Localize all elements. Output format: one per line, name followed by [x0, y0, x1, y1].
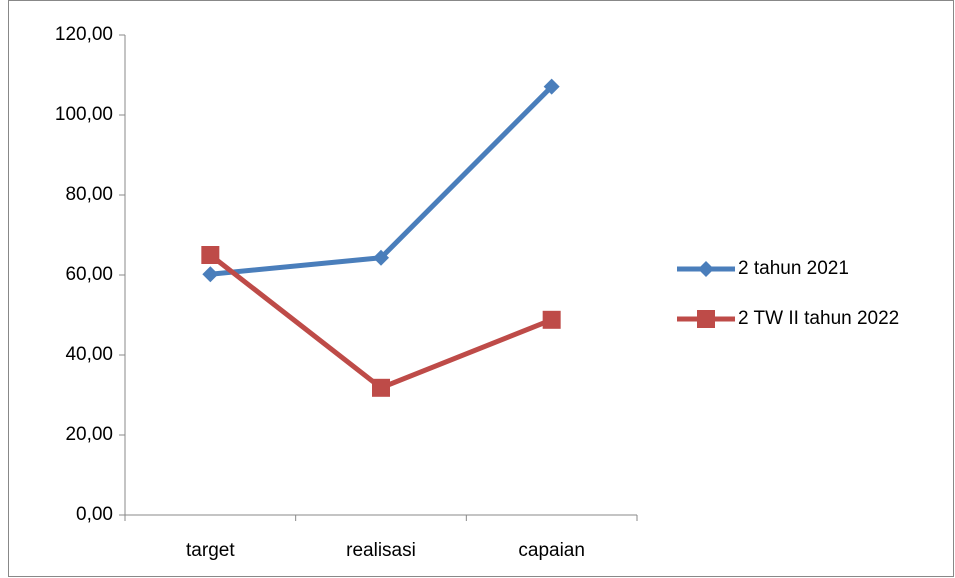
- legend-label: 2 tahun 2021: [738, 258, 849, 279]
- point: [372, 378, 390, 397]
- y-tick-label: 40,00: [65, 344, 113, 365]
- x-tick-label: target: [186, 540, 235, 561]
- chart-border: [8, 0, 954, 577]
- point: [542, 310, 561, 329]
- y-tick-label: 60,00: [65, 264, 113, 285]
- point: [543, 78, 560, 95]
- point: [373, 249, 389, 266]
- point: [201, 246, 220, 264]
- y-tick-label: 120,00: [55, 24, 113, 45]
- y-tick-label: 80,00: [65, 184, 113, 205]
- x-tick-label: realisasi: [346, 540, 416, 561]
- y-tick-label: 20,00: [65, 424, 113, 445]
- legend-marker: [697, 310, 715, 328]
- point: [202, 266, 219, 283]
- y-tick-label: 0,00: [76, 504, 113, 525]
- y-tick-label: 100,00: [55, 104, 113, 125]
- x-tick-label: capaian: [518, 540, 585, 561]
- legend-label: 2 TW II tahun 2022: [738, 308, 899, 329]
- legend-marker: [698, 261, 714, 277]
